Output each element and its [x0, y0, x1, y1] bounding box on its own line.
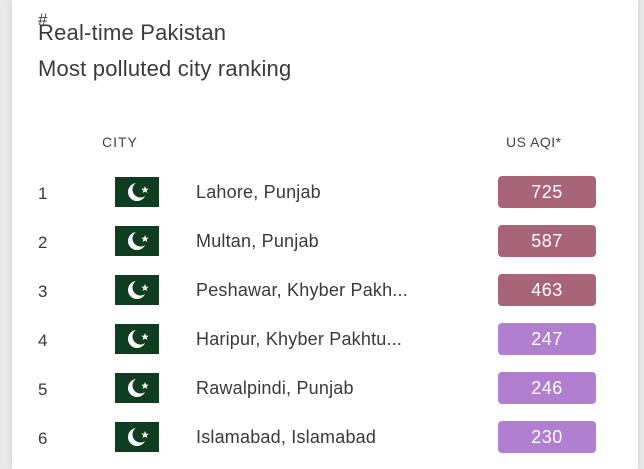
- page-title: Real-time Pakistan: [38, 20, 227, 45]
- rank-number: 5: [38, 380, 48, 399]
- rank-number: 2: [38, 233, 48, 252]
- city-name-link[interactable]: Islamabad, Islamabad: [196, 427, 377, 447]
- pakistan-flag-icon: [115, 275, 159, 305]
- pakistan-flag-icon: [115, 324, 159, 354]
- table-row[interactable]: 2 Multan, Punjab 587: [12, 223, 638, 272]
- aqi-badge: 230: [498, 421, 596, 453]
- city-name-link[interactable]: Multan, Punjab: [196, 231, 319, 251]
- rank-number: 1: [38, 184, 48, 203]
- ranking-card: Real-time Pakistan Most polluted city ra…: [12, 0, 638, 469]
- table-row[interactable]: 4 Haripur, Khyber Pakhtu... 247: [12, 321, 638, 370]
- aqi-badge: 247: [498, 323, 596, 355]
- aqi-badge: 463: [498, 274, 596, 306]
- rank-number: 3: [38, 282, 48, 301]
- rank-number: 6: [38, 429, 48, 448]
- pakistan-flag-icon: [115, 226, 159, 256]
- pakistan-flag-icon: [115, 422, 159, 452]
- pakistan-flag-icon: [115, 177, 159, 207]
- aqi-badge: 587: [498, 225, 596, 257]
- table-row[interactable]: 6 Islamabad, Islamabad 230: [12, 419, 638, 468]
- city-name-link[interactable]: Rawalpindi, Punjab: [196, 378, 354, 398]
- rank-number: 4: [38, 331, 48, 350]
- rank-column-header: #: [38, 10, 49, 29]
- city-column-header: CITY: [102, 134, 138, 150]
- city-name-link[interactable]: Lahore, Punjab: [196, 182, 321, 202]
- aqi-badge: 725: [498, 176, 596, 208]
- aqi-column-header[interactable]: US AQI*: [506, 134, 562, 150]
- page-subtitle: Most polluted city ranking: [38, 56, 292, 81]
- city-name-link[interactable]: Peshawar, Khyber Pakh...: [196, 280, 408, 300]
- city-name-link[interactable]: Haripur, Khyber Pakhtu...: [196, 329, 403, 349]
- pakistan-flag-icon: [115, 373, 159, 403]
- table-row[interactable]: 5 Rawalpindi, Punjab 246: [12, 370, 638, 419]
- table-row[interactable]: 3 Peshawar, Khyber Pakh... 463: [12, 272, 638, 321]
- aqi-badge: 246: [498, 372, 596, 404]
- table-row[interactable]: 1 Lahore, Punjab 725: [12, 174, 638, 223]
